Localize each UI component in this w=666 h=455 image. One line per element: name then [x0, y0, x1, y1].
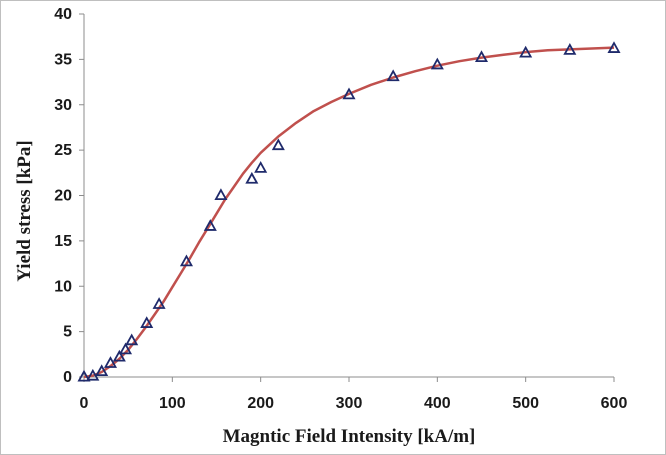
data-point-marker: [77, 369, 91, 382]
y-tick-label: 10: [54, 278, 72, 295]
data-point-marker: [203, 219, 217, 231]
data-point-marker: [254, 161, 268, 173]
y-tick-label: 15: [54, 233, 72, 250]
data-point-marker: [386, 69, 400, 82]
x-tick-label: 0: [80, 395, 89, 412]
x-axis-title: Magntic Field Intensity [kA/m]: [223, 426, 476, 447]
y-tick-label: 0: [63, 369, 72, 386]
data-point-marker: [245, 171, 259, 184]
x-tick-label: 600: [601, 395, 628, 412]
data-point-marker: [474, 50, 489, 63]
x-tick-label: 400: [424, 395, 451, 412]
data-point-marker: [140, 316, 154, 328]
y-tick-label: 25: [54, 142, 72, 159]
x-tick-label: 200: [247, 395, 274, 412]
x-tick-label: 100: [159, 395, 186, 412]
markers-layer: [77, 41, 621, 382]
data-point-marker: [271, 138, 285, 151]
data-point-marker: [112, 349, 126, 362]
data-point-marker: [125, 333, 139, 346]
data-point-marker: [342, 87, 356, 100]
y-tick-label: 35: [54, 51, 72, 68]
y-tick-label: 30: [54, 97, 72, 114]
data-point-marker: [118, 342, 133, 355]
data-point-marker: [430, 57, 444, 70]
y-tick-label: 40: [54, 6, 72, 23]
y-axis-title: Yield stress [kPa]: [14, 140, 35, 281]
x-tick-label: 500: [512, 395, 539, 412]
data-point-marker: [519, 45, 533, 58]
data-point-marker: [103, 356, 118, 368]
data-point-marker: [95, 364, 109, 377]
data-point-marker: [214, 188, 228, 201]
axes: [79, 13, 615, 382]
x-tick-label: 300: [336, 395, 363, 412]
y-tick-label: 20: [54, 188, 72, 205]
data-point-marker: [86, 368, 100, 381]
data-point-marker: [152, 297, 166, 309]
data-point-marker: [607, 41, 621, 53]
data-point-marker: [563, 43, 577, 55]
data-point-marker: [179, 254, 193, 267]
fit-curve: [83, 46, 615, 379]
fit-curve-layer: [83, 46, 615, 379]
y-tick-label: 5: [63, 324, 72, 341]
